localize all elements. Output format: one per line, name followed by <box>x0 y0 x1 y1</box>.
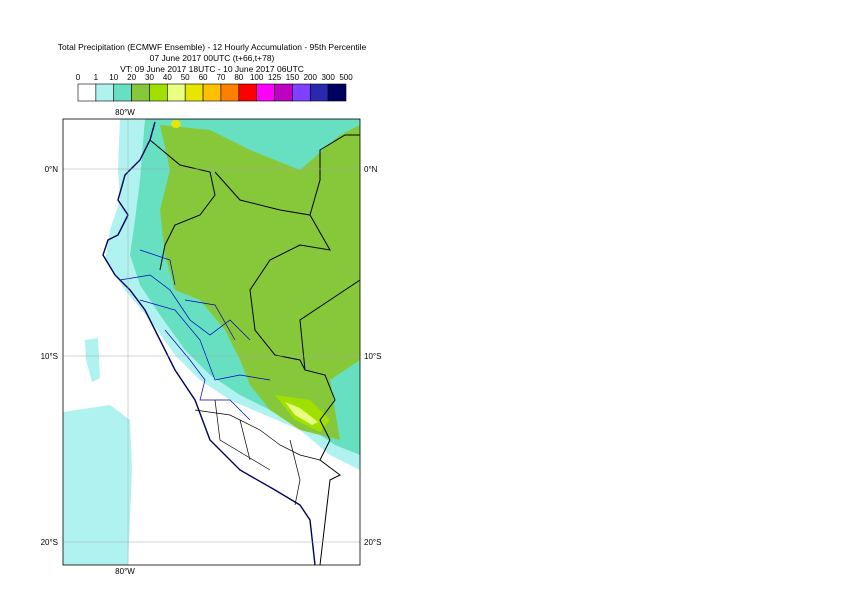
legend-label: 300 <box>321 73 335 82</box>
legend-label: 150 <box>286 73 300 82</box>
lat-label: 20°S <box>364 538 381 547</box>
legend: 0 1 10 20 30 40 50 60 70 80 100 125 150 200 300 500 <box>76 73 353 102</box>
legend-label: 10 <box>109 73 118 82</box>
legend-swatch <box>309 83 329 102</box>
country-border <box>149 134 360 565</box>
map-frame <box>62 118 361 566</box>
legend-swatch <box>238 83 257 102</box>
legend-label: 125 <box>268 73 282 82</box>
legend-label: 50 <box>181 73 190 82</box>
precip-yellow <box>285 402 318 425</box>
legend-label: 500 <box>339 73 353 82</box>
legend-swatch <box>113 83 132 102</box>
legend-swatch <box>149 83 168 102</box>
legend-swatch <box>167 83 186 102</box>
precip-max <box>171 120 181 128</box>
ocean-precip <box>63 405 132 565</box>
legend-swatch <box>95 83 115 102</box>
title-line: VT: 09 June 2017 18UTC - 10 June 2017 06… <box>120 64 304 74</box>
legend-label: 0 <box>76 73 81 82</box>
region-borders <box>119 249 271 421</box>
legend-swatch <box>292 83 311 102</box>
lon-label: 80°W <box>115 567 135 576</box>
precip-green <box>160 125 360 440</box>
legend-swatch <box>220 83 240 102</box>
region-borders <box>194 399 321 506</box>
ocean-precip <box>85 338 100 382</box>
legend-label: 30 <box>145 73 154 82</box>
lat-label: 20°S <box>41 538 58 547</box>
lat-label: 0°N <box>364 165 378 174</box>
legend-label: 40 <box>163 73 172 82</box>
legend-swatch <box>77 83 97 102</box>
legend-label: 200 <box>304 73 318 82</box>
legend-swatch <box>131 83 150 102</box>
legend-swatch <box>327 83 347 102</box>
legend-swatch <box>184 83 204 102</box>
lon-label: 80°W <box>115 108 135 117</box>
legend-label: 70 <box>216 73 225 82</box>
map-area <box>63 119 360 565</box>
title-line: 07 June 2017 00UTC (t+66,t+78) <box>150 53 275 63</box>
lat-label: 0°N <box>45 165 59 174</box>
legend-label: 60 <box>199 73 208 82</box>
lat-label: 10°S <box>41 352 58 361</box>
coastline <box>102 121 316 565</box>
legend-label: 1 <box>94 73 99 82</box>
legend-swatch <box>202 83 222 102</box>
title-line: Total Precipitation (ECMWF Ensemble) - 1… <box>58 42 367 52</box>
legend-label: 80 <box>234 73 243 82</box>
legend-swatch <box>274 83 293 102</box>
lat-label: 10°S <box>364 352 381 361</box>
legend-label: 100 <box>250 73 264 82</box>
legend-label: 20 <box>127 73 136 82</box>
legend-swatch <box>256 83 275 102</box>
